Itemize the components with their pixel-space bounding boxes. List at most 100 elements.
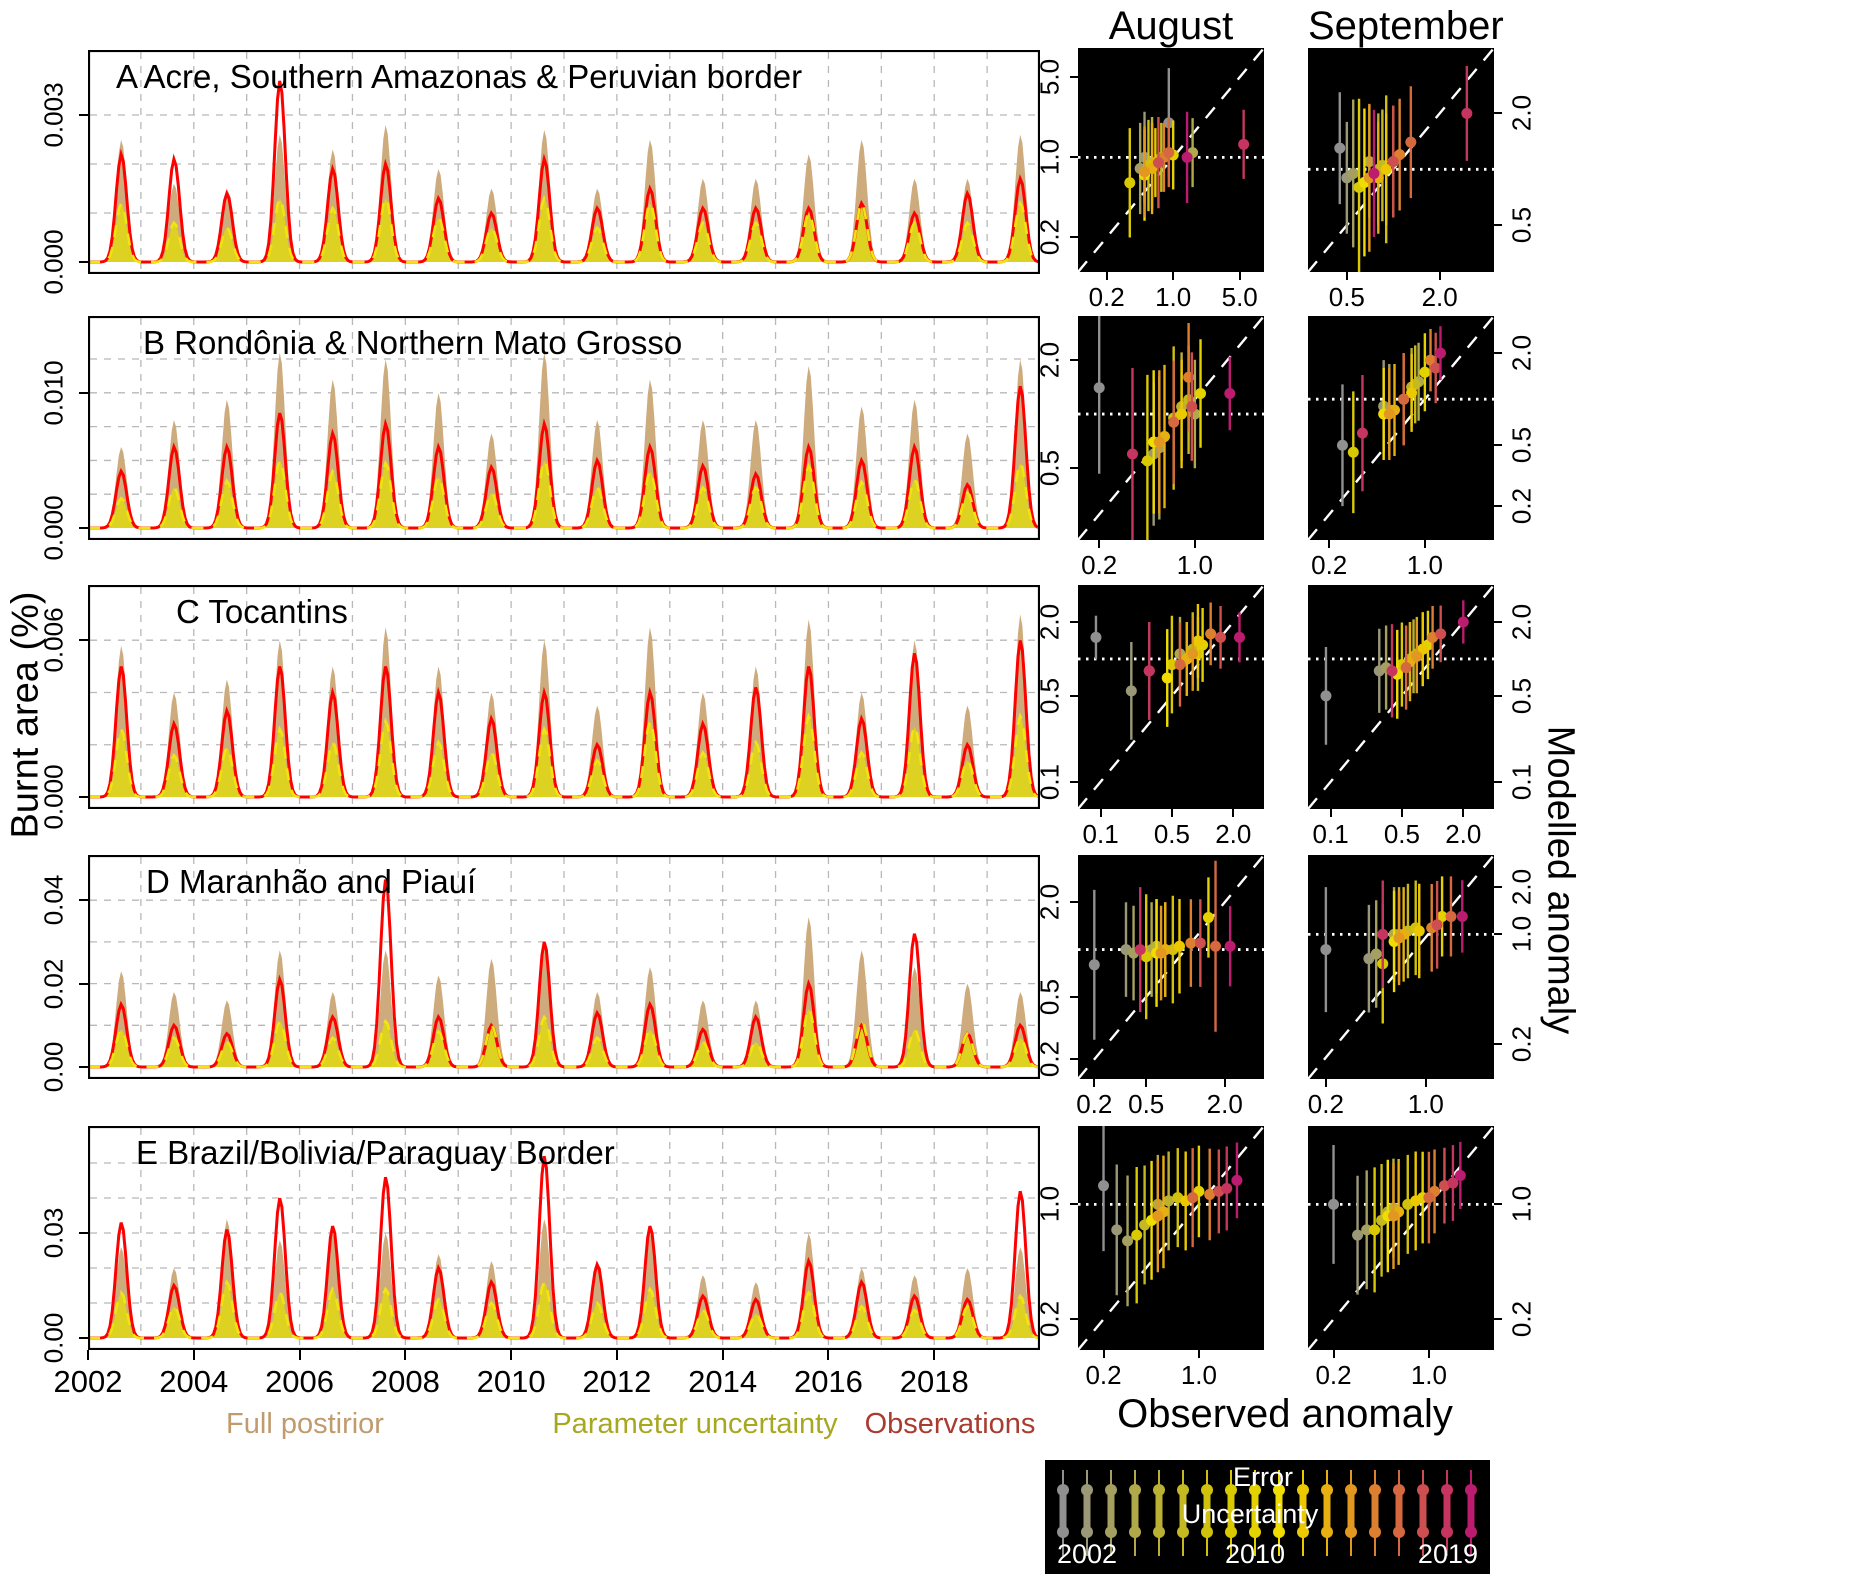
y-tick-mark [1494,505,1502,508]
scatter-D-august: 0.2 0.5 2.0 0.2 0.5 2.0 [1035,855,1264,1119]
scatter-A-august: 0.2 1.0 5.0 0.2 1.0 5.0 [1035,48,1264,312]
x-tick-label: 1.0 [1407,1089,1444,1119]
y-tick-label: 0.5 [1034,450,1065,487]
y-tick-mark [1494,1203,1502,1206]
y-tick-mark [79,1232,88,1234]
y-tick-mark [1494,780,1502,783]
x-tick-mark [1193,540,1196,548]
legend-parameter-uncertainty: Parameter uncertainty [552,1408,838,1440]
panel-title-A: A Acre, Southern Amazonas & Peruvian bor… [116,58,803,95]
y-tick-label: 0.5 [1506,677,1537,714]
y-tick-mark [1070,620,1078,623]
y-tick-label: 1.0 [1034,1186,1065,1223]
y-tick-mark [1494,224,1502,227]
x-tick-label: 1.0 [1155,282,1192,312]
y-tick-mark [1494,933,1502,936]
y-tick-label: 2.0 [1506,335,1537,372]
x-tick-mark [1238,272,1241,280]
x-tick-mark [87,1350,89,1360]
y-tick-mark [1070,1318,1078,1321]
y-tick-mark [1070,780,1078,783]
x-tick-label: 2016 [793,1364,863,1399]
x-tick-label: 0.5 [1383,819,1420,849]
y-tick-label: 0.006 [38,607,69,673]
x-tick-label: 2004 [159,1364,229,1399]
x-tick-label: 0.2 [1076,1089,1113,1119]
scatter-B-september: 0.2 1.0 0.2 0.5 2.0 [1308,316,1537,580]
x-tick-mark [1093,1079,1096,1087]
y-tick-label: 0.5 [1506,207,1537,244]
legend-full-posterior: Full postirior [226,1408,384,1440]
y-tick-label: 0.2 [1506,1026,1537,1063]
september-column-header: September [1308,4,1504,48]
y-tick-mark [1070,156,1078,159]
y-tick-mark [1494,620,1502,623]
x-tick-label: 1.0 [1406,550,1443,580]
x-tick-label: 2008 [370,1364,440,1399]
y-tick-mark [1494,1043,1502,1046]
year-color-legend: Error Uncertainty 2002 2010 2019 [1045,1460,1490,1574]
scatter-E-august: 0.2 1.0 0.2 1.0 [1035,1126,1264,1390]
y-tick-mark [1494,1318,1502,1321]
x-tick-label: 1.0 [1410,1360,1447,1390]
x-tick-label: 2002 [53,1364,123,1399]
x-tick-mark [1400,809,1403,817]
x-tick-label: 1.0 [1180,1360,1217,1390]
scatter-A-september: 0.5 2.0 0.5 2.0 [1308,48,1537,312]
y-tick-mark [1070,358,1078,361]
timeseries-panel-A: A Acre, Southern Amazonas & Peruvian bor… [39,50,1040,295]
x-tick-mark [1098,540,1101,548]
timeseries-panel-C: C Tocantins 0.000 0.006 [39,585,1040,830]
x-tick-mark [1197,1350,1200,1358]
scatter-B-august: 0.2 1.0 0.5 2.0 [1035,316,1264,580]
x-tick-mark [1324,1079,1327,1087]
x-tick-label: 0.5 [1128,1089,1165,1119]
y-tick-label: 0.5 [1506,427,1537,464]
x-tick-mark [1345,272,1348,280]
timeseries-panel-D: D Maranhão and Piauí 0.00 0.02 0.04 [39,855,1040,1092]
x-tick-mark [1172,272,1175,280]
x-tick-label: 2012 [582,1364,652,1399]
y-tick-label: 0.2 [1034,1041,1065,1078]
x-tick-mark [933,1350,936,1360]
timeseries-panel-E: E Brazil/Bolivia/Paraguay Border 0.00 0.03 [39,1126,1040,1363]
y-tick-label: 0.010 [38,360,69,426]
y-tick-label: 0.00 [38,1312,69,1364]
x-tick-mark [1438,272,1441,280]
y-tick-mark [79,796,88,798]
y-tick-mark [79,899,88,902]
y-tick-label: 0.00 [38,1041,69,1093]
y-tick-label: 2.0 [1034,341,1065,378]
y-tick-label: 0.2 [1506,487,1537,525]
x-tick-label: 2010 [476,1364,546,1399]
x-tick-label: 2014 [688,1364,758,1399]
panel-title-C: C Tocantins [176,593,348,630]
x-tick-label: 5.0 [1221,282,1258,312]
x-tick-label: 0.1 [1312,819,1349,849]
y-tick-mark [1070,1058,1078,1061]
year-color-bars [1057,1470,1477,1556]
y-tick-mark [79,527,88,529]
scatter-C-august: 0.1 0.5 2.0 0.1 0.5 2.0 [1035,585,1264,849]
y-tick-label: 0.003 [38,82,69,148]
legend-observations: Observations [864,1408,1036,1440]
x-tick-label: 0.2 [1307,1089,1344,1119]
y-tick-label: 0.000 [38,495,69,561]
timeseries-legend: Full postirior Parameter uncertainty Obs… [88,1408,1040,1448]
scatter-D-september: 0.2 1.0 0.2 1.0 2.0 [1308,855,1537,1119]
error-label: Error [1233,1462,1293,1492]
y-tick-mark [79,1337,88,1339]
y-tick-label: 0.2 [1034,1301,1065,1338]
x-tick-mark [827,1350,830,1360]
y-tick-mark [1494,444,1502,447]
y-tick-mark [79,1066,88,1068]
y-tick-mark [1070,76,1078,79]
y-tick-label: 5.0 [1034,59,1065,96]
y-tick-mark [1070,694,1078,697]
x-tick-label: 0.2 [1081,550,1118,580]
y-tick-mark [1070,1203,1078,1206]
y-tick-label: 0.000 [38,764,69,830]
y-tick-mark [1070,995,1078,998]
august-column-header: August [1108,4,1234,48]
y-tick-mark [1494,694,1502,697]
